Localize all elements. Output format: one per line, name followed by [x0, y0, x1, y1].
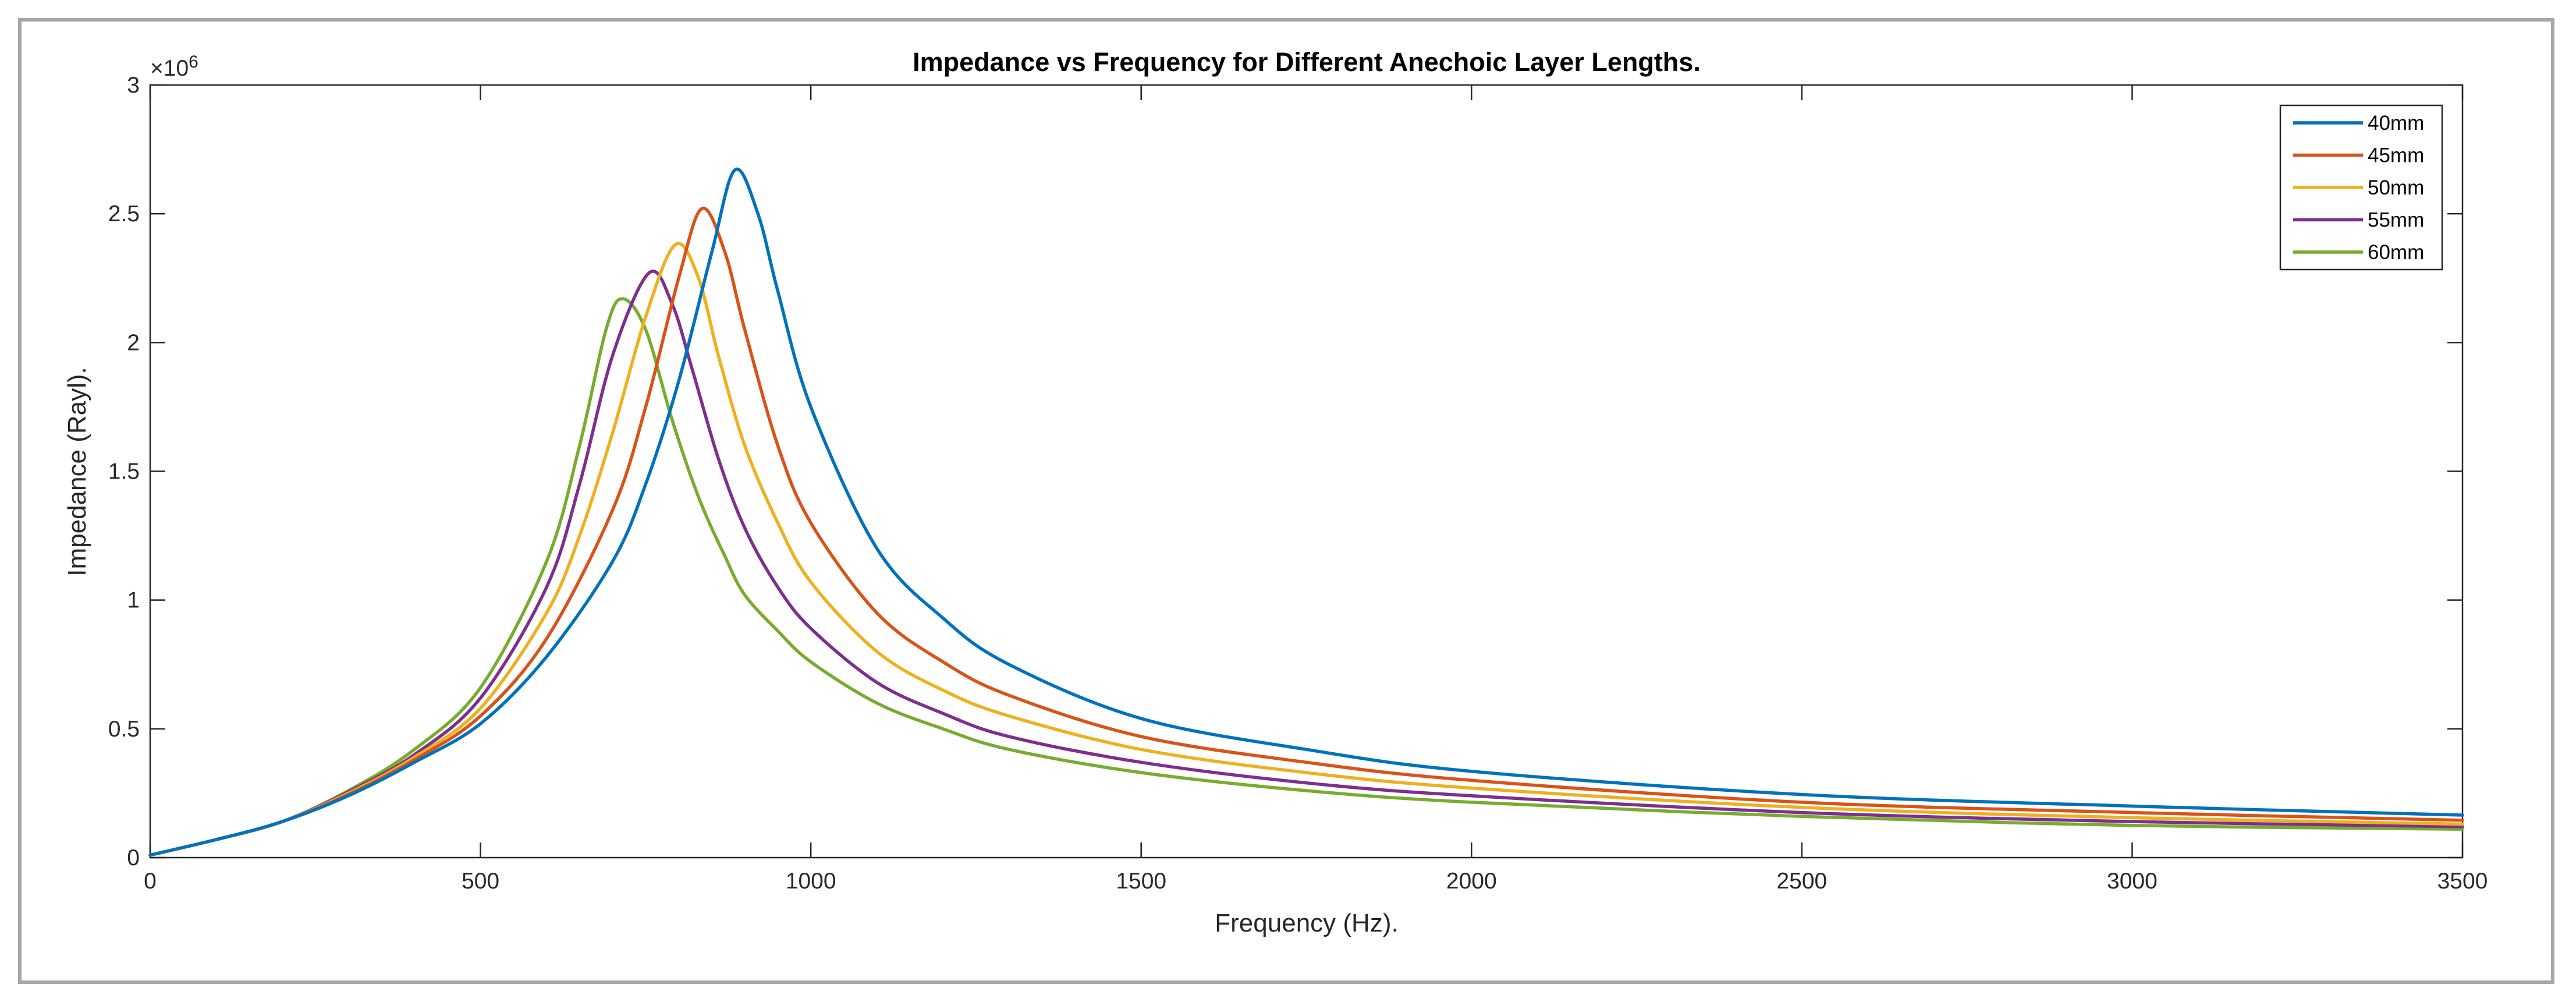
series-line-50mm — [148, 242, 2464, 857]
x-tick-label: 2000 — [1446, 869, 1497, 894]
y-tick-labels: 0 0.5 1 1.5 2 2.5 3 — [108, 73, 140, 870]
x-tick-labels: 0 500 1000 1500 2000 2500 3000 3500 — [144, 869, 2488, 894]
chart-title: Impedance vs Frequency for Different Ane… — [913, 47, 1701, 77]
y-tick-label: 3 — [127, 73, 140, 98]
y-tick-label: 0.5 — [108, 717, 140, 742]
legend: 40mm 45mm 50mm 55mm 60mm — [2279, 104, 2443, 271]
x-axis-label: Frequency (Hz). — [1215, 909, 1398, 937]
series-line-45mm — [148, 206, 2464, 857]
series-lines — [148, 167, 2464, 857]
legend-label: 45mm — [2368, 144, 2424, 167]
x-tick-label: 2500 — [1776, 869, 1827, 894]
y-multiplier-base: ×10 — [150, 56, 189, 81]
x-tick-label: 1500 — [1116, 869, 1166, 894]
y-tick-label: 1 — [127, 588, 140, 613]
x-tick-label: 1000 — [786, 869, 836, 894]
plot-area — [149, 84, 2464, 859]
x-tick-label: 3000 — [2107, 869, 2158, 894]
x-tick-label: 3500 — [2437, 869, 2488, 894]
y-tick-label: 2.5 — [108, 201, 140, 226]
y-tick-label: 2 — [127, 330, 140, 355]
y-multiplier: ×106 — [150, 52, 198, 81]
legend-label: 40mm — [2368, 112, 2424, 134]
series-line-60mm — [148, 297, 2464, 857]
x-tick-label: 0 — [144, 869, 157, 894]
legend-label: 60mm — [2368, 241, 2424, 264]
legend-label: 50mm — [2368, 176, 2424, 199]
legend-label: 55mm — [2368, 209, 2424, 232]
y-tick-label: 0 — [127, 845, 140, 870]
tick-marks — [149, 84, 2464, 859]
y-tick-label: 1.5 — [108, 459, 140, 484]
y-multiplier-exp: 6 — [189, 52, 198, 72]
x-tick-label: 500 — [462, 869, 499, 894]
series-line-55mm — [148, 270, 2464, 857]
series-line-40mm — [148, 167, 2464, 857]
y-axis-label: Impedance (Rayl). — [63, 367, 91, 576]
